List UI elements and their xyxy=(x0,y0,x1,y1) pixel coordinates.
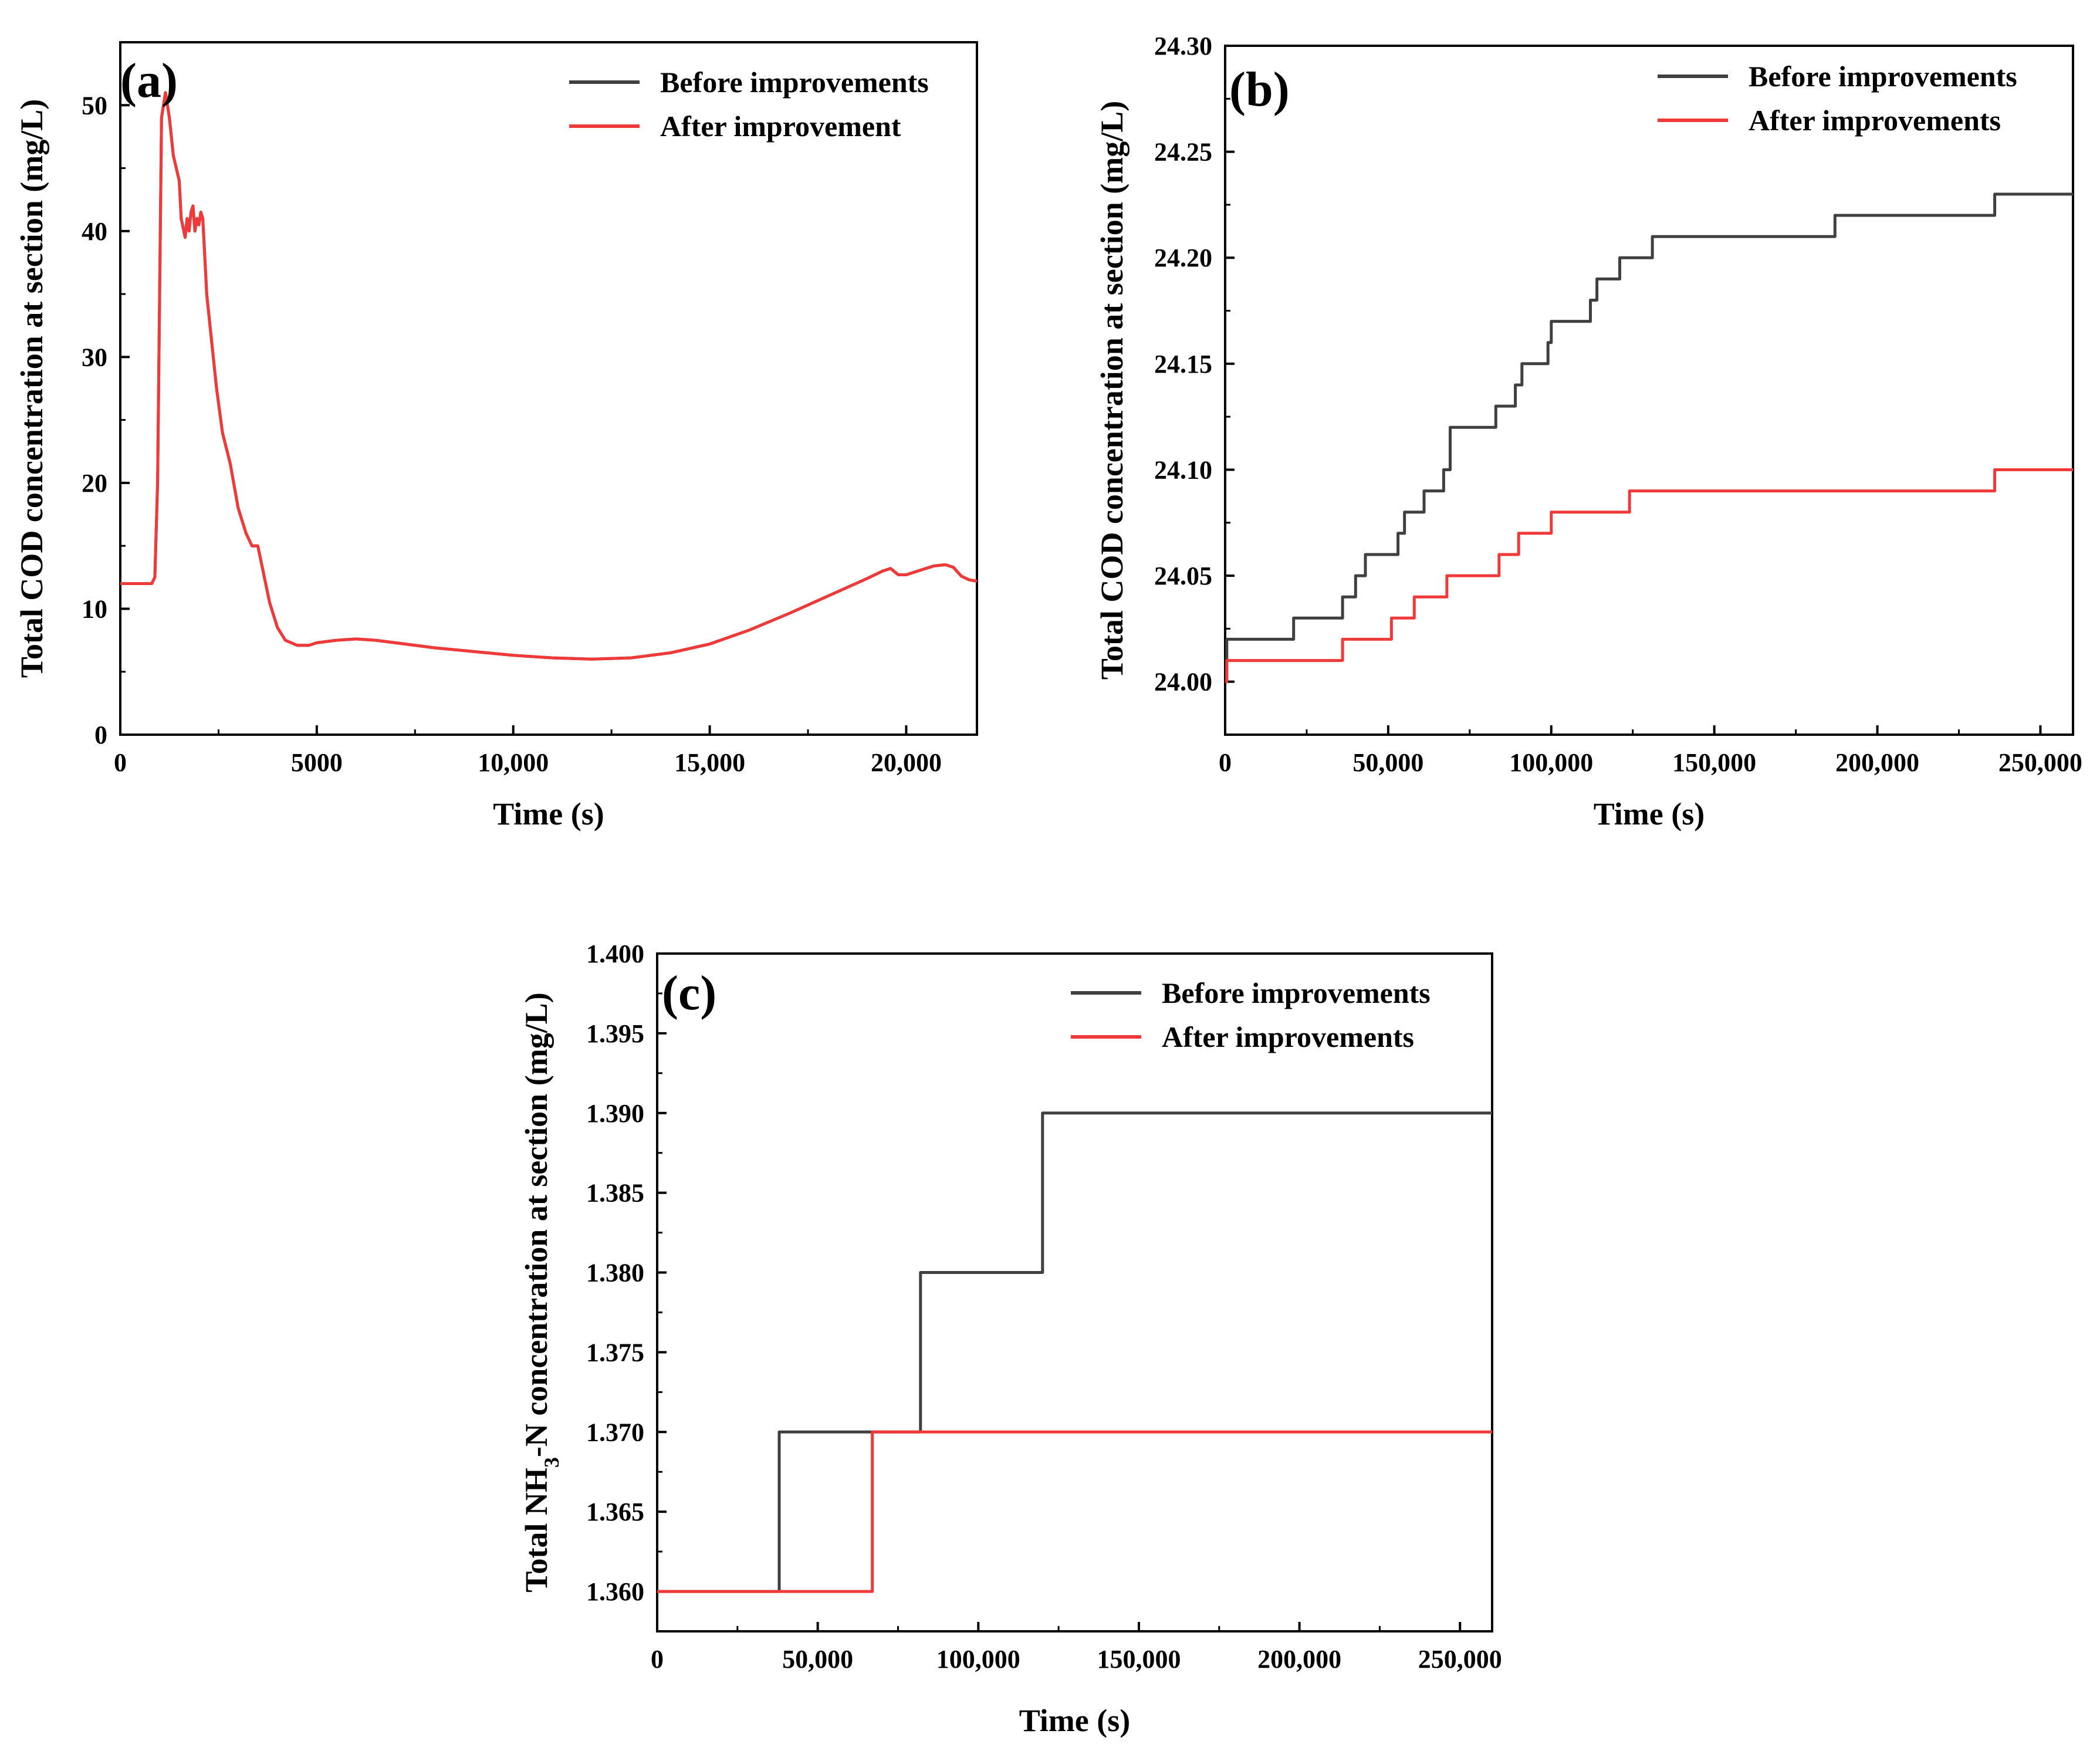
y-tick-label: 50 xyxy=(82,91,107,120)
y-axis-title: Total COD concentration at section (mg/L… xyxy=(14,99,49,678)
x-tick-label: 200,000 xyxy=(1257,1645,1341,1674)
chart-panel-3: 0 50,000 100,000 150,000 200,000 250,000 1.360… xyxy=(519,939,1502,1738)
y-tick-label: 1.385 xyxy=(586,1179,644,1208)
series-line-after-improvements xyxy=(657,1430,1492,1593)
series-line-before-improvements xyxy=(1225,192,2073,684)
x-axis-title: Time (s) xyxy=(1019,1703,1130,1738)
y-tick-label: 1.370 xyxy=(586,1418,644,1446)
series-line-after-improvements xyxy=(1225,468,2073,684)
x-tick-label: 250,000 xyxy=(1998,748,2082,777)
legend-label: After improvements xyxy=(1749,104,2001,137)
y-tick-label: 1.400 xyxy=(586,939,644,968)
x-axis-title: Time (s) xyxy=(1594,796,1705,832)
y-tick-label: 1.390 xyxy=(586,1099,644,1128)
x-tick-label: 100,000 xyxy=(1509,748,1593,777)
panel-label: (a) xyxy=(120,53,178,108)
y-axis-title: Total COD concentration at section (mg/L… xyxy=(1094,101,1130,680)
plot-frame xyxy=(1224,45,2074,736)
y-tick-label: 24.05 xyxy=(1154,562,1212,590)
y-tick-label: 1.360 xyxy=(586,1577,644,1606)
legend-label: After improvements xyxy=(1162,1020,1414,1053)
series-line-before-improvements xyxy=(120,91,978,661)
panel-label: (c) xyxy=(662,966,716,1020)
x-tick-label: 150,000 xyxy=(1097,1645,1181,1674)
y-axis-title-subscript: 3 xyxy=(540,1457,563,1468)
y-tick-label: 24.15 xyxy=(1154,350,1212,378)
y-tick-label: 1.395 xyxy=(586,1019,644,1048)
legend-label: Before improvements xyxy=(1749,60,2017,93)
x-tick-label: 0 xyxy=(1219,748,1232,777)
panel-label: (b) xyxy=(1229,62,1290,117)
y-tick-label: 1.375 xyxy=(586,1338,644,1367)
series-line-before-improvements xyxy=(657,1111,1492,1593)
x-tick-label: 200,000 xyxy=(1835,748,1919,777)
x-axis-title: Time (s) xyxy=(493,796,604,832)
series-line-after-improvement xyxy=(120,91,978,661)
y-tick-label: 30 xyxy=(82,343,107,371)
plot-frame xyxy=(119,41,978,736)
y-tick-label: 24.20 xyxy=(1154,244,1212,272)
x-tick-label: 20,000 xyxy=(871,748,942,777)
chart-panel-1: 0 5000 10,000 15,000 20,000 0 10 20 30 40 50 Before… xyxy=(14,41,978,832)
x-tick-label: 250,000 xyxy=(1418,1645,1502,1674)
y-axis-title-part: Total NH xyxy=(519,1468,554,1593)
y-tick-label: 0 xyxy=(94,721,107,749)
x-tick-label: 5000 xyxy=(291,748,343,777)
legend-label: After improvement xyxy=(660,110,901,143)
x-tick-label: 0 xyxy=(114,748,127,777)
x-tick-label: 50,000 xyxy=(782,1645,853,1674)
y-tick-label: 1.365 xyxy=(586,1498,644,1526)
x-tick-label: 0 xyxy=(651,1645,664,1674)
legend-label: Before improvements xyxy=(1162,976,1431,1009)
y-axis-title-part: -N concentration at section (mg/L) xyxy=(519,992,554,1457)
x-tick-label: 150,000 xyxy=(1672,748,1756,777)
y-tick-label: 24.10 xyxy=(1154,455,1212,484)
y-tick-label: 10 xyxy=(82,594,107,623)
plot-frame xyxy=(656,952,1493,1632)
x-tick-label: 10,000 xyxy=(478,748,549,777)
y-tick-label: 20 xyxy=(82,469,107,498)
chart-panel-2: 0 50,000 100,000 150,000 200,000 250,000 24.00… xyxy=(1094,32,2082,832)
y-tick-label: 1.380 xyxy=(586,1259,644,1287)
y-axis-title: Total NH3-N concentration at section (mg… xyxy=(519,992,563,1592)
x-tick-label: 50,000 xyxy=(1352,748,1423,777)
y-tick-label: 24.00 xyxy=(1154,668,1212,697)
x-tick-label: 15,000 xyxy=(674,748,745,777)
y-tick-label: 24.30 xyxy=(1154,32,1212,60)
y-tick-label: 24.25 xyxy=(1154,138,1212,167)
y-tick-label: 40 xyxy=(82,217,107,246)
x-tick-label: 100,000 xyxy=(936,1645,1020,1674)
legend-label: Before improvements xyxy=(660,66,929,99)
